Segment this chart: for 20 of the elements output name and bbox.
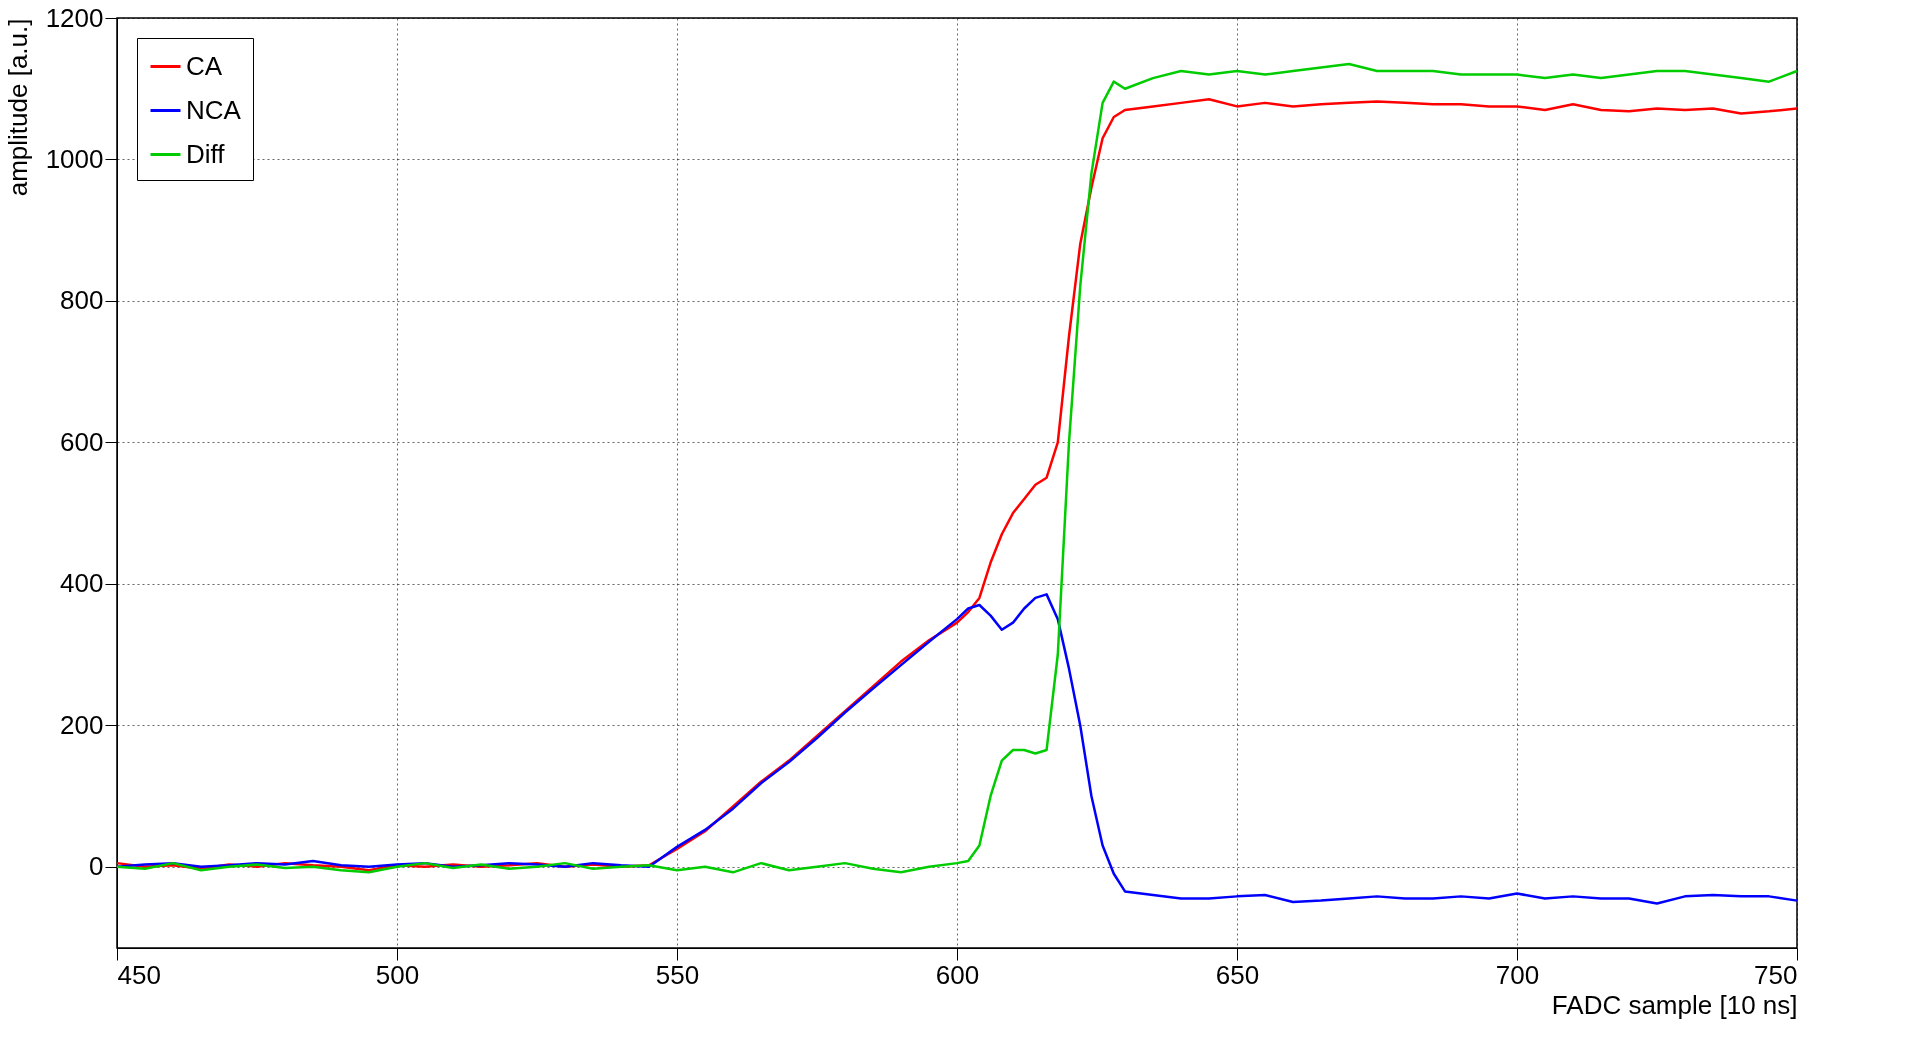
- y-tick-label: 400: [60, 568, 104, 599]
- x-tick-label: 700: [1495, 959, 1540, 990]
- y-tick-label: 600: [60, 426, 104, 457]
- y-tick-label: 1000: [45, 143, 104, 174]
- y-tick-label: 0: [89, 851, 104, 882]
- x-axis-title: FADC sample [10 ns]: [1551, 989, 1798, 1020]
- y-axis-title: amplitude [a.u.]: [2, 18, 33, 197]
- x-tick-label: 450: [117, 959, 161, 990]
- y-tick-label: 800: [60, 285, 104, 316]
- y-tick-label: 200: [60, 709, 104, 740]
- x-tick-label: 500: [375, 959, 420, 990]
- line-series: [115, 593, 1799, 905]
- x-tick-label: 600: [935, 959, 980, 990]
- legend-label: Diff: [186, 138, 226, 169]
- y-tick-label: 1200: [45, 2, 104, 33]
- legend-label: NCA: [186, 94, 242, 125]
- x-tick-label: 750: [1754, 959, 1798, 990]
- x-tick-label: 550: [655, 959, 700, 990]
- x-tick-label: 650: [1215, 959, 1260, 990]
- legend-label: CA: [186, 50, 223, 81]
